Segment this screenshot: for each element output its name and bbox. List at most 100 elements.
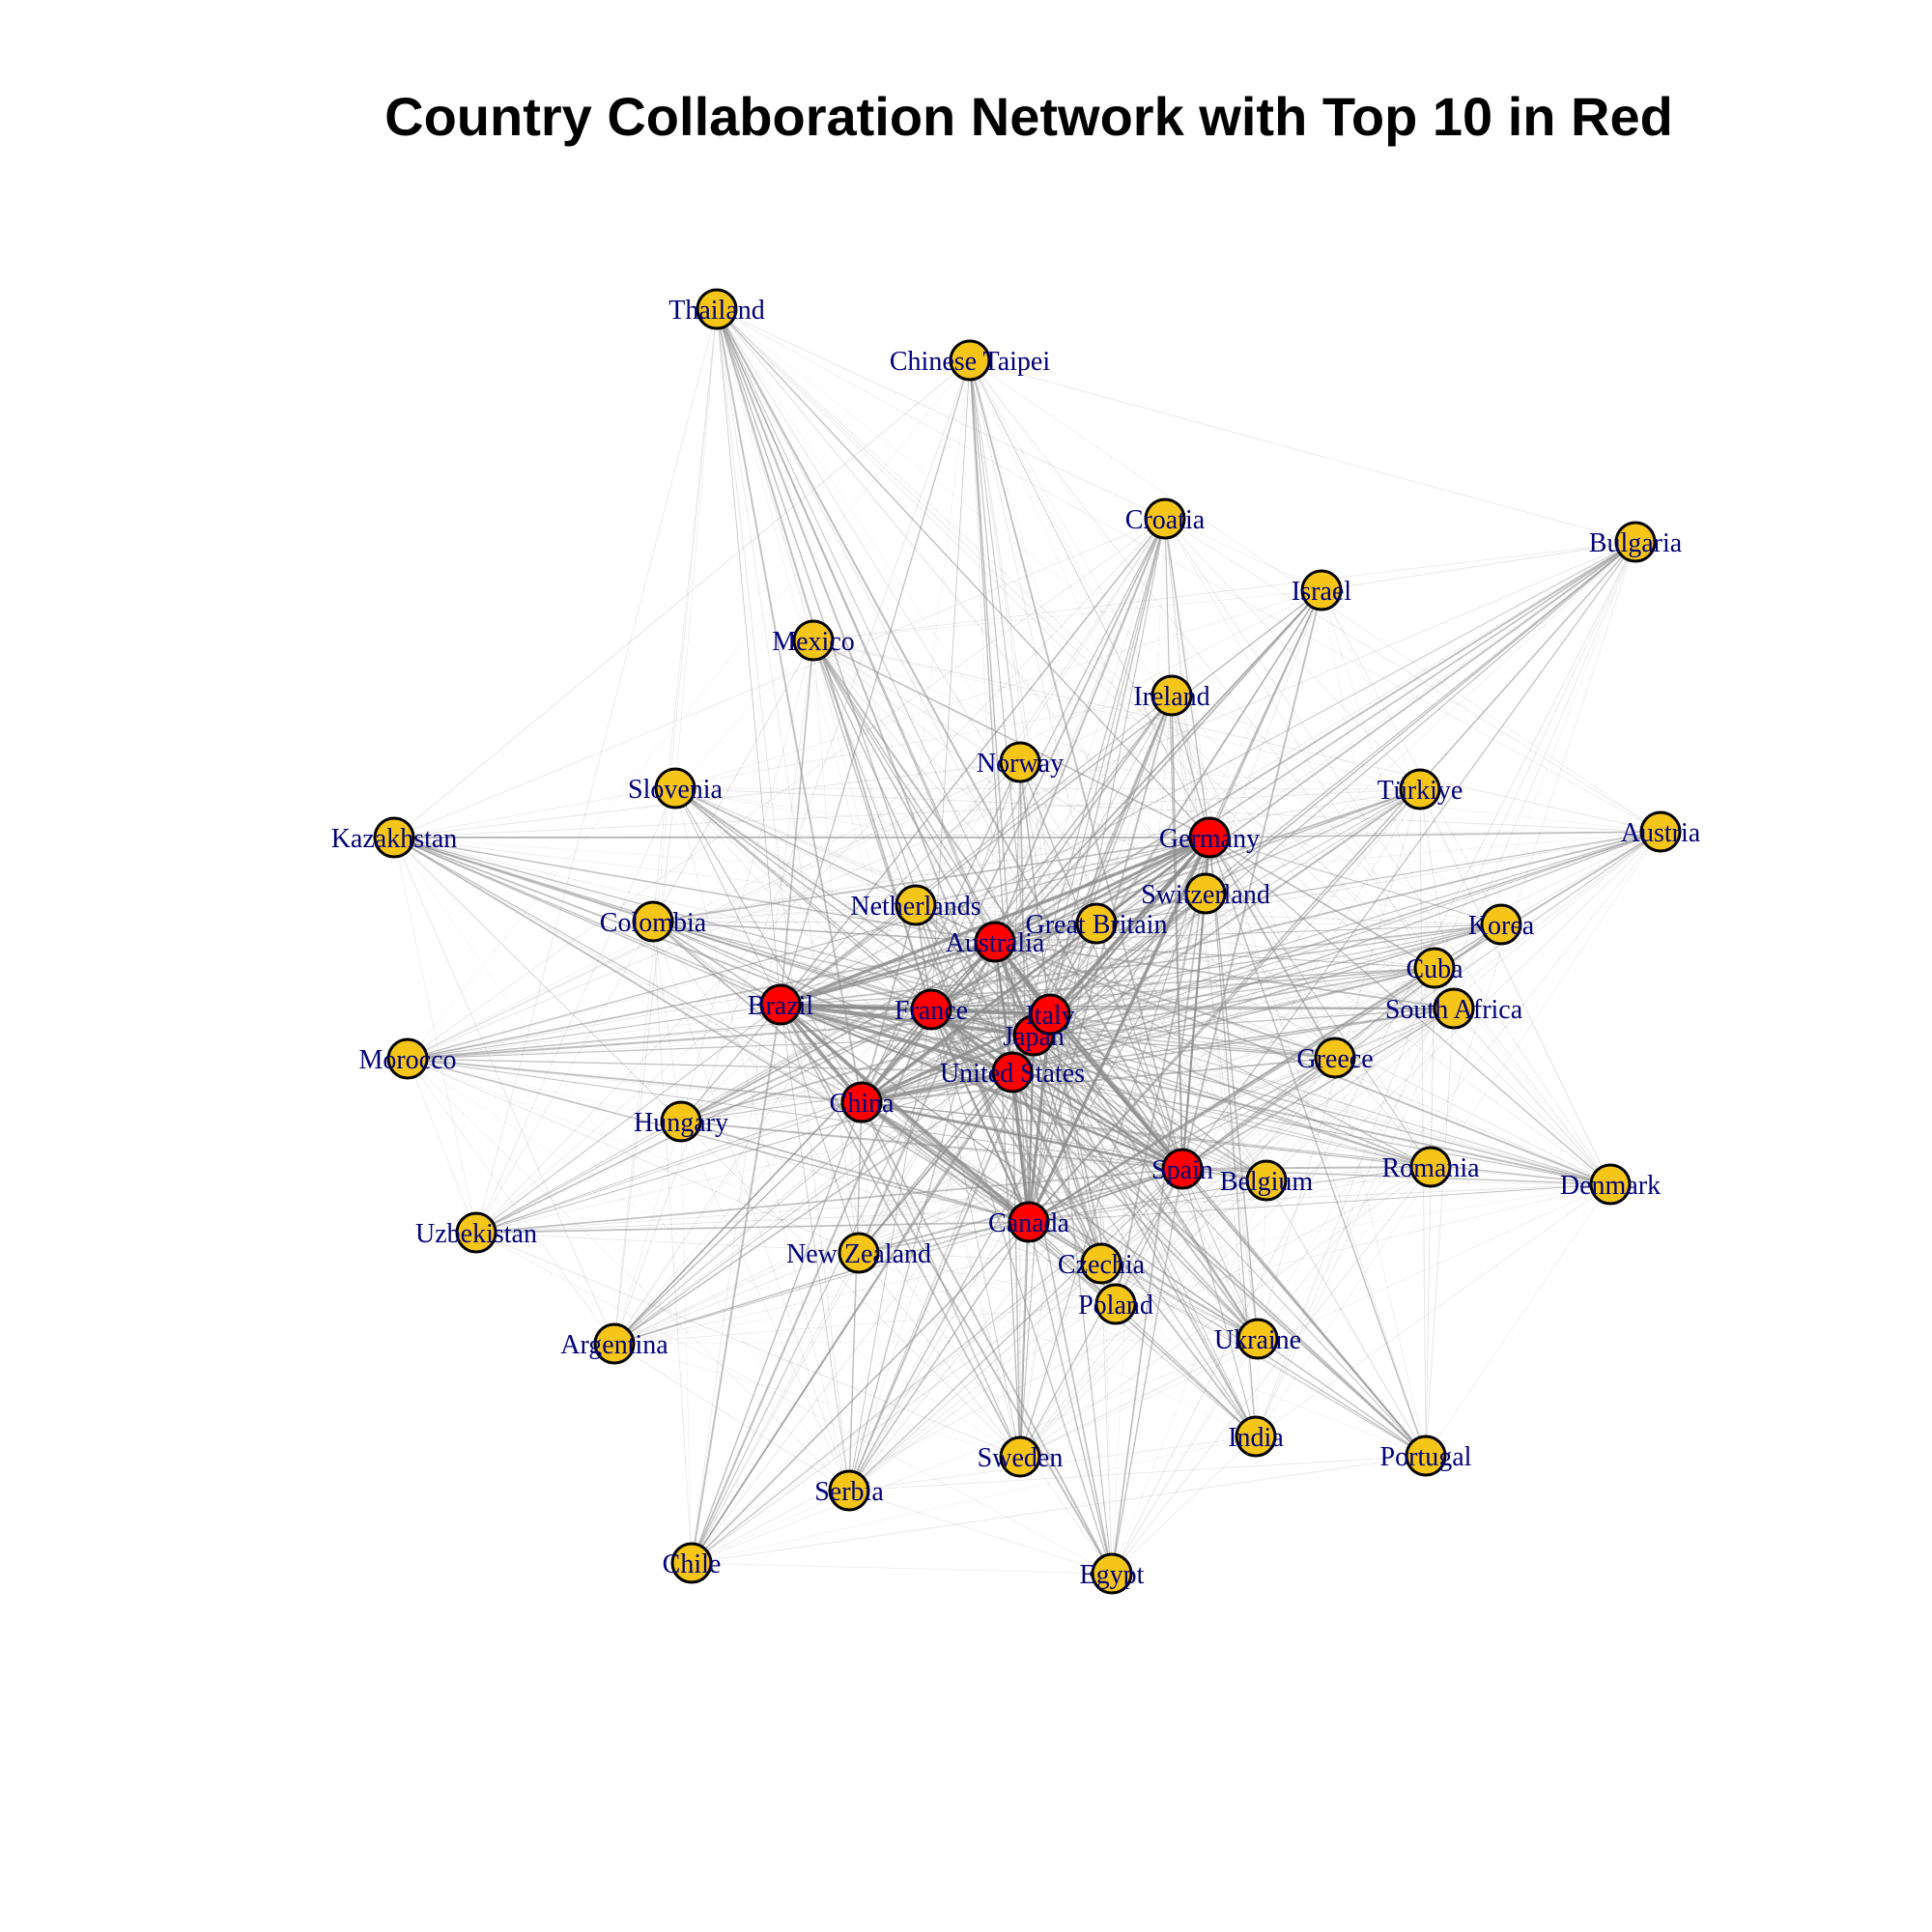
node-serbia xyxy=(828,1469,870,1512)
node-label-sweden: Sweden xyxy=(978,1443,1064,1473)
edge xyxy=(475,1071,1013,1234)
node-argentina xyxy=(593,1322,636,1365)
node-label-poland: Poland xyxy=(1078,1291,1153,1321)
edge xyxy=(674,787,781,1006)
edge xyxy=(861,1100,1030,1224)
node-label-india: India xyxy=(1228,1423,1284,1453)
node-label-germany: Germany xyxy=(1159,824,1260,854)
edge xyxy=(812,639,1030,1223)
edge xyxy=(915,904,1502,925)
edge xyxy=(407,761,1021,1060)
edge xyxy=(848,1101,863,1492)
node-label-ukraine: Ukraine xyxy=(1214,1325,1301,1355)
edge xyxy=(1115,1168,1183,1305)
edge xyxy=(1019,1057,1336,1458)
edge xyxy=(691,1004,781,1564)
edge xyxy=(1111,1435,1257,1575)
edge xyxy=(1049,923,1502,1015)
edge xyxy=(680,639,814,1122)
edge xyxy=(1095,695,1173,924)
edge xyxy=(716,308,1322,591)
edge xyxy=(652,921,1611,1185)
node-kazakhstan xyxy=(373,816,415,859)
edge xyxy=(716,308,860,1254)
edge xyxy=(680,1121,1183,1170)
node-chinese-taipei xyxy=(949,339,991,382)
edge xyxy=(1321,589,1455,1009)
edge xyxy=(812,639,860,1254)
edge xyxy=(1028,1168,1183,1223)
node-label-czechia: Czechia xyxy=(1058,1250,1146,1280)
edge xyxy=(969,359,1611,1185)
edge xyxy=(613,518,1166,1345)
node-label-greece: Greece xyxy=(1296,1044,1373,1074)
edge xyxy=(393,831,1662,838)
node-label-denmark: Denmark xyxy=(1560,1171,1661,1201)
edge xyxy=(652,921,1097,924)
edge xyxy=(1430,1166,1611,1185)
edge xyxy=(848,1435,1257,1492)
edge xyxy=(716,308,1210,838)
edge xyxy=(812,639,1502,925)
edge xyxy=(691,893,1207,1564)
node-canada xyxy=(1008,1201,1050,1243)
edge xyxy=(407,837,1210,1060)
edge xyxy=(848,788,1421,1492)
edge xyxy=(848,1455,1427,1492)
edge xyxy=(1019,761,1267,1181)
edge xyxy=(1033,967,1435,1037)
edge xyxy=(393,837,477,1234)
edge xyxy=(674,787,1102,1264)
edge xyxy=(994,541,1636,943)
edge xyxy=(1115,967,1435,1305)
edge xyxy=(1181,541,1636,1170)
edge xyxy=(1334,967,1435,1059)
edge xyxy=(861,1101,1113,1575)
edge xyxy=(407,359,971,1060)
edge xyxy=(475,308,718,1234)
edge xyxy=(779,1003,864,1104)
edge xyxy=(861,1008,1455,1103)
edge xyxy=(1500,831,1662,925)
edge xyxy=(475,941,996,1234)
node-label-norway: Norway xyxy=(977,749,1064,779)
node-label-slovenia: Slovenia xyxy=(628,775,724,805)
edge xyxy=(1425,1166,1432,1457)
edge xyxy=(1208,837,1336,1059)
edge xyxy=(1028,893,1207,1223)
edge xyxy=(1028,923,1097,1223)
edge xyxy=(674,787,996,943)
edge xyxy=(858,1252,1117,1305)
edge xyxy=(652,921,1267,1181)
edge xyxy=(858,967,1435,1254)
edge xyxy=(613,359,971,1345)
edge xyxy=(407,923,1502,1060)
edge xyxy=(1019,967,1435,1458)
edge xyxy=(691,1013,1051,1564)
edge xyxy=(930,1008,1183,1171)
edge xyxy=(393,837,654,923)
edge xyxy=(1164,518,1421,790)
node-label-kazakhstan: Kazakhstan xyxy=(331,824,458,854)
edge xyxy=(861,541,1636,1103)
edge xyxy=(1100,1263,1259,1340)
edge xyxy=(716,308,1166,520)
edge xyxy=(1019,761,1117,1305)
edge xyxy=(691,1263,1102,1564)
edge xyxy=(812,639,1210,838)
edge xyxy=(475,1004,781,1234)
edge xyxy=(716,308,1502,925)
edge xyxy=(812,639,1267,1181)
node-australia xyxy=(974,921,1016,963)
edge xyxy=(1205,541,1636,895)
edge xyxy=(652,921,682,1122)
edge xyxy=(613,1343,850,1492)
edge xyxy=(407,1058,1030,1223)
edge xyxy=(1100,1179,1267,1264)
node-hungary xyxy=(660,1100,702,1143)
edge xyxy=(475,1232,1102,1264)
edge xyxy=(613,1221,1030,1345)
edge xyxy=(393,837,1611,1185)
edge xyxy=(1181,1168,1257,1437)
